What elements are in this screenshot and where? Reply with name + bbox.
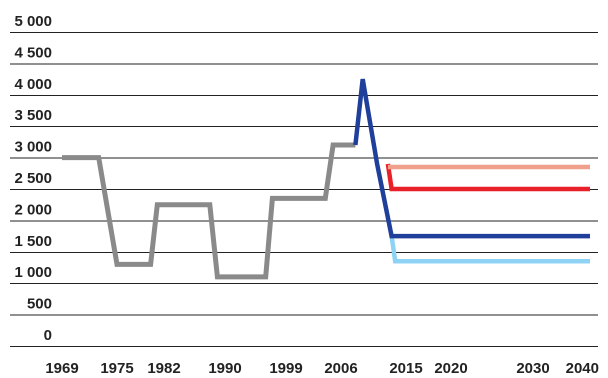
x-tick-label: 2006 xyxy=(324,360,357,377)
series-line-1 xyxy=(353,78,590,239)
x-axis-labels: 1969 1975 1982 1990 1999 2006 2015 2020 2030 2040 xyxy=(45,360,599,377)
y-tick-label: 500 xyxy=(27,296,52,313)
y-axis-labels: 0 500 1 000 1 500 2 000 2 500 3 000 3 500 4 000 4… xyxy=(14,13,52,344)
series-line-3 xyxy=(385,163,590,192)
series-line-2 xyxy=(389,235,590,264)
x-tick-label: 1975 xyxy=(100,360,133,377)
y-tick-label: 2 000 xyxy=(14,201,52,218)
x-tick-label: 1969 xyxy=(45,360,78,377)
y-tick-label: 5 000 xyxy=(14,13,52,30)
y-tick-label: 1 500 xyxy=(14,233,52,250)
y-tick-label: 4 500 xyxy=(14,44,52,61)
x-tick-label: 2030 xyxy=(516,360,549,377)
x-tick-label: 2020 xyxy=(434,360,467,377)
y-tick-label: 4 000 xyxy=(14,76,52,93)
y-tick-label: 0 xyxy=(44,327,52,344)
x-tick-label: 1990 xyxy=(208,360,241,377)
series-layer xyxy=(62,78,590,280)
y-tick-label: 2 500 xyxy=(14,170,52,187)
x-tick-label: 1982 xyxy=(147,360,180,377)
x-tick-label: 2040 xyxy=(566,360,599,377)
grid-layer xyxy=(10,32,598,347)
y-tick-label: 3 000 xyxy=(14,139,52,156)
y-tick-label: 1 000 xyxy=(14,264,52,281)
series-line-0 xyxy=(62,142,356,280)
x-tick-label: 1999 xyxy=(269,360,302,377)
x-tick-label: 2015 xyxy=(389,360,422,377)
y-tick-label: 3 500 xyxy=(14,107,52,124)
